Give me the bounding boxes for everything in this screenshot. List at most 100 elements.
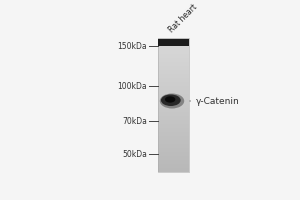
Bar [158, 57, 189, 58]
Bar [158, 95, 189, 97]
Bar [158, 130, 189, 132]
Bar [158, 101, 189, 102]
Bar [158, 124, 189, 125]
Bar [158, 169, 189, 171]
Bar [158, 164, 189, 165]
Bar [158, 39, 189, 41]
Bar [158, 47, 189, 49]
Bar [158, 104, 189, 105]
Bar [158, 83, 189, 85]
Text: Rat heart: Rat heart [167, 2, 199, 34]
Bar [158, 78, 189, 79]
Bar [158, 106, 189, 108]
Bar [158, 110, 189, 112]
Bar [158, 67, 189, 69]
Bar [158, 156, 189, 157]
Bar [158, 75, 189, 77]
Bar [158, 121, 189, 122]
Bar [158, 108, 189, 109]
Bar [158, 66, 189, 67]
Bar [158, 148, 189, 149]
Bar [158, 162, 189, 164]
Bar [158, 166, 189, 168]
Bar [158, 141, 189, 142]
Bar [158, 90, 189, 91]
Bar [158, 149, 189, 150]
Bar [158, 117, 189, 118]
Bar [158, 71, 189, 73]
Bar [158, 129, 189, 130]
Bar [158, 154, 189, 156]
Bar [158, 153, 189, 154]
Bar [158, 81, 189, 82]
Bar [158, 74, 189, 75]
Bar [158, 109, 189, 110]
Text: 150kDa: 150kDa [117, 42, 147, 51]
Bar [158, 61, 189, 62]
Bar [158, 39, 189, 46]
Ellipse shape [160, 93, 184, 109]
Bar [158, 55, 189, 57]
Bar [158, 43, 189, 45]
Bar [158, 145, 189, 146]
Bar [158, 46, 189, 47]
Bar [158, 53, 189, 54]
Bar [158, 165, 189, 166]
Bar [158, 114, 189, 116]
Bar [158, 69, 189, 70]
Bar [158, 77, 189, 78]
Bar [158, 50, 189, 51]
Bar [158, 85, 189, 86]
Bar [158, 91, 189, 93]
Bar [158, 58, 189, 59]
Bar [158, 120, 189, 121]
Bar [158, 146, 189, 148]
Bar [158, 171, 189, 172]
Bar [158, 59, 189, 61]
Bar [158, 152, 189, 153]
Bar [158, 105, 189, 106]
Bar [158, 140, 189, 141]
Bar [158, 38, 189, 39]
Bar [158, 136, 189, 137]
Bar [158, 126, 189, 128]
Bar [158, 38, 189, 172]
Bar [158, 51, 189, 53]
Text: γ-Catenin: γ-Catenin [196, 97, 239, 106]
Bar [158, 157, 189, 158]
Bar [158, 45, 189, 46]
Bar [158, 137, 189, 138]
Bar [158, 65, 189, 66]
Bar [158, 42, 189, 43]
Bar [158, 79, 189, 81]
Bar [158, 41, 189, 42]
Bar [158, 128, 189, 129]
Bar [158, 122, 189, 124]
Text: 50kDa: 50kDa [122, 150, 147, 159]
Bar [158, 82, 189, 83]
Bar [158, 49, 189, 50]
Bar [158, 63, 189, 65]
Ellipse shape [165, 96, 175, 103]
Bar [158, 125, 189, 126]
Bar [158, 138, 189, 140]
Bar [158, 168, 189, 169]
Bar [158, 112, 189, 113]
Text: 100kDa: 100kDa [117, 82, 147, 91]
Text: 70kDa: 70kDa [122, 117, 147, 126]
Bar [158, 54, 189, 55]
Bar [158, 98, 189, 99]
Bar [158, 158, 189, 160]
Bar [158, 118, 189, 120]
Bar [158, 116, 189, 117]
Bar [158, 102, 189, 104]
Bar [158, 113, 189, 114]
Bar [158, 150, 189, 152]
Bar [158, 144, 189, 145]
Bar [158, 89, 189, 90]
Bar [158, 134, 189, 136]
Bar [158, 160, 189, 161]
Bar [158, 132, 189, 133]
Bar [158, 94, 189, 95]
Bar [158, 86, 189, 87]
